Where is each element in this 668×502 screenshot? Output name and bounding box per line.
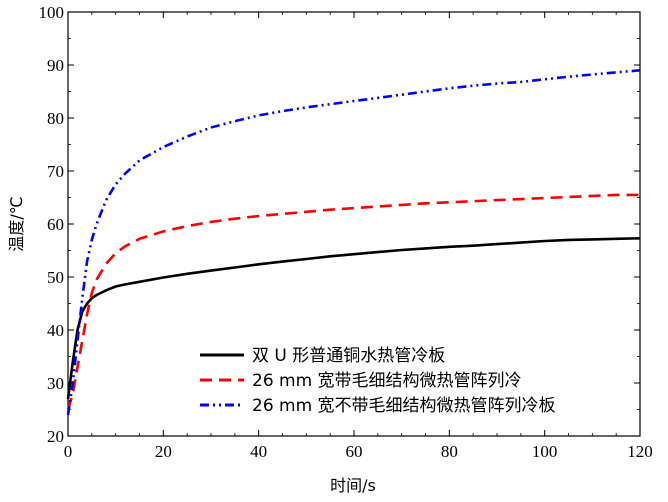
plot-series bbox=[66, 69, 641, 415]
y-tick-label: 80 bbox=[47, 109, 64, 128]
x-tick-label: 20 bbox=[155, 442, 172, 461]
x-tick-label: 0 bbox=[64, 442, 73, 461]
legend: 双 U 形普通铜水热管冷板 26 mm 宽带毛细结构微热管阵列冷 26 mm 宽不带… bbox=[200, 346, 556, 416]
legend-label-1: 双 U 形普通铜水热管冷板 bbox=[252, 346, 445, 366]
legend-label-2: 26 mm 宽带毛细结构微热管阵列冷 bbox=[252, 371, 522, 391]
y-axis-title: 温度/℃ bbox=[7, 196, 26, 251]
x-tick-label: 80 bbox=[441, 442, 458, 461]
x-tick-label: 120 bbox=[627, 442, 653, 461]
y-tick-label: 40 bbox=[47, 321, 64, 340]
y-tick-label: 60 bbox=[47, 215, 64, 234]
x-tick-label: 40 bbox=[250, 442, 267, 461]
y-tick-label: 100 bbox=[39, 3, 65, 22]
y-tick-label: 70 bbox=[47, 162, 64, 181]
x-tick-label: 60 bbox=[346, 442, 363, 461]
x-axis-title: 时间/s bbox=[330, 476, 376, 495]
series-line-3 bbox=[66, 69, 641, 415]
series-line-1 bbox=[66, 237, 641, 400]
y-tick-label: 30 bbox=[47, 374, 64, 393]
y-tick-label: 50 bbox=[47, 268, 64, 287]
y-tick-label: 90 bbox=[47, 56, 64, 75]
series-line-2 bbox=[66, 193, 640, 410]
y-tick-label: 20 bbox=[47, 427, 64, 446]
legend-label-3: 26 mm 宽不带毛细结构微热管阵列冷板 bbox=[252, 396, 556, 416]
x-tick-label: 100 bbox=[532, 442, 558, 461]
